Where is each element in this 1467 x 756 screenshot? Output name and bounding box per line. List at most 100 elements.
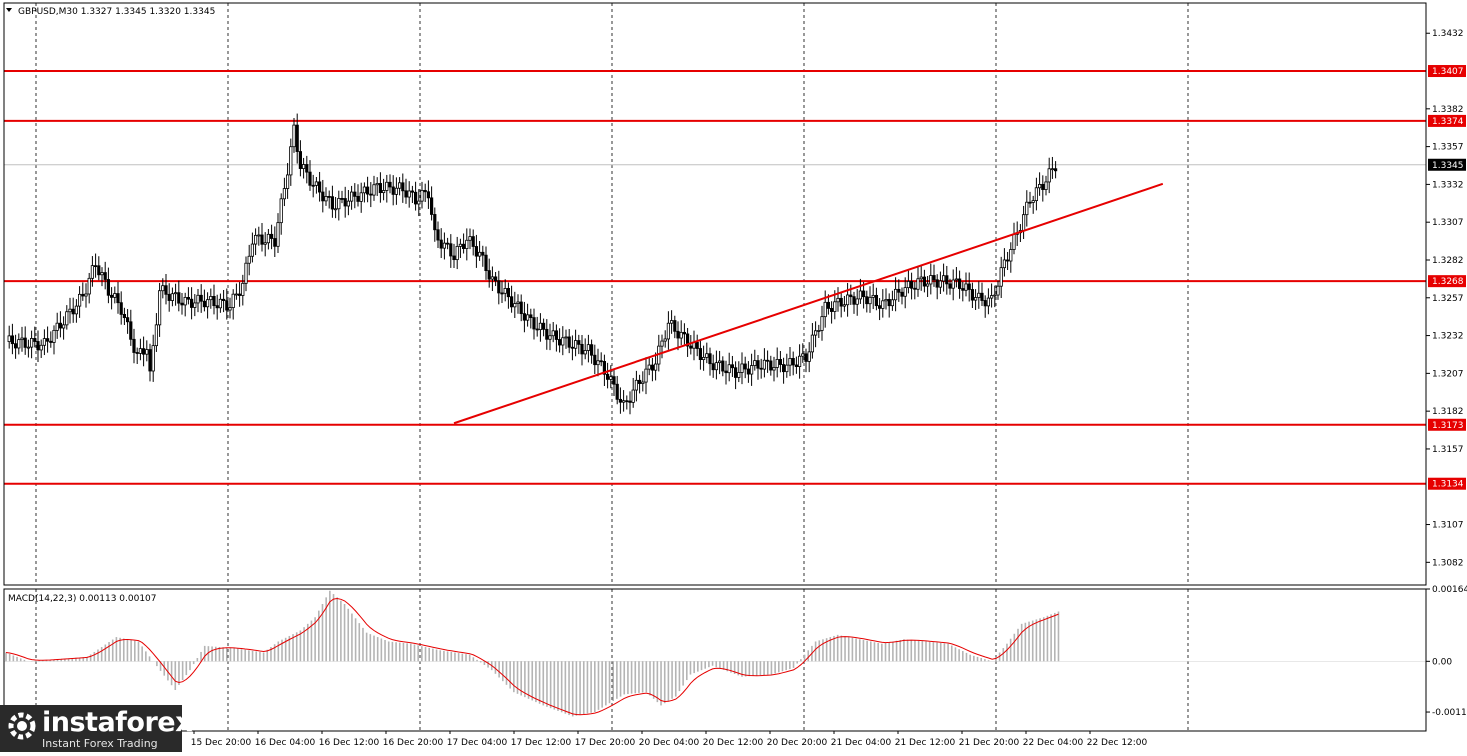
candle-body	[7, 335, 11, 343]
candle-body	[670, 320, 674, 324]
candle-body	[103, 272, 107, 280]
candle-body	[429, 197, 434, 215]
candle-body	[445, 242, 450, 245]
candle-body	[151, 345, 155, 372]
candle-body	[730, 364, 735, 369]
x-tick-label: 21 Dec 04:00	[831, 738, 892, 748]
candle-body	[737, 372, 741, 378]
candle-body	[814, 330, 818, 336]
y-tick-label: 1.3082	[1432, 558, 1464, 568]
candle-body	[65, 311, 69, 326]
candle-body	[1044, 181, 1048, 190]
candle-body	[839, 297, 843, 307]
candle-body	[378, 183, 383, 194]
candle-body	[273, 238, 277, 247]
candle-body	[526, 314, 530, 321]
candle-body	[340, 198, 344, 200]
candle-body	[628, 400, 632, 403]
candle-body	[596, 360, 600, 366]
candle-body	[119, 302, 123, 315]
candle-body	[282, 188, 287, 200]
candle-body	[1006, 259, 1010, 262]
candle-body	[519, 301, 523, 315]
y-tick-label: 1.3257	[1432, 294, 1464, 304]
candle-body	[372, 184, 376, 196]
candle-body	[1025, 201, 1029, 216]
candle-body	[497, 280, 501, 294]
candle-body	[394, 187, 399, 195]
candle-body	[513, 303, 517, 308]
candle-body	[913, 287, 917, 290]
candle-body	[455, 246, 459, 261]
candle-body	[1054, 168, 1058, 172]
candle-body	[673, 320, 677, 332]
candle-body	[129, 321, 133, 340]
candle-body	[919, 276, 923, 280]
candle-body	[590, 344, 594, 356]
level-badge-1	[1428, 114, 1466, 127]
candle-body	[615, 383, 619, 400]
candle-body	[74, 305, 78, 315]
candle-body	[807, 351, 811, 362]
candle-body	[170, 293, 174, 301]
candle-body	[791, 358, 795, 366]
macd-layer	[4, 590, 1426, 717]
trend-line	[453, 182, 1164, 425]
candle-body	[785, 364, 789, 373]
candle-body	[878, 305, 882, 309]
candle-body	[215, 305, 219, 309]
candle-body	[417, 200, 421, 205]
gear-logo-icon	[8, 712, 36, 740]
candle-body	[922, 276, 927, 287]
candle-body	[471, 236, 475, 247]
y-tick-label: 1.3282	[1432, 256, 1464, 266]
candle-body	[980, 292, 984, 301]
candle-body	[833, 301, 837, 312]
candle-body	[138, 348, 142, 354]
candle-body	[769, 360, 773, 371]
y-tick-label: 1.3382	[1432, 105, 1464, 115]
candle-body	[55, 322, 59, 331]
candle-body	[333, 208, 338, 211]
candle-body	[650, 364, 655, 371]
y-tick-label: 1.3332	[1432, 180, 1464, 190]
candle-body	[250, 243, 254, 257]
candle-body	[580, 343, 584, 355]
x-tick-label: 20 Dec 12:00	[703, 738, 764, 748]
candle-body	[961, 288, 965, 291]
candle-body	[711, 363, 715, 371]
candle-body	[487, 270, 491, 280]
candle-body	[173, 292, 178, 295]
candle-body	[94, 265, 98, 268]
candle-body	[874, 294, 879, 307]
candle-body	[1047, 168, 1051, 183]
candle-body	[612, 376, 616, 385]
candle-body	[167, 293, 171, 301]
candle-body	[161, 285, 165, 292]
axes-layer: 15 Dec 20:00 16 Dec 04:00 16 Dec 12:00 16 D…	[3, 2, 1467, 748]
candle-body	[734, 367, 738, 378]
candle-body	[551, 330, 555, 337]
header-menu-arrow-icon[interactable]	[6, 8, 12, 12]
candle-body	[87, 277, 91, 295]
candle-body	[46, 338, 50, 342]
candle-body	[317, 181, 322, 193]
candle-body	[33, 338, 37, 342]
candle-body	[900, 291, 904, 297]
candle-body	[858, 290, 863, 300]
x-tick-label: 21 Dec 20:00	[959, 738, 1020, 748]
candle-body	[954, 278, 959, 281]
candle-body	[538, 322, 543, 331]
candle-body	[506, 288, 511, 298]
candle-body	[727, 364, 731, 374]
candle-body	[676, 330, 680, 339]
y-tick-label: 1.3357	[1432, 143, 1464, 153]
macd-header: MACD(14,22,3) 0.00113 0.00107	[8, 594, 157, 604]
candle-body	[132, 338, 136, 353]
candle-body	[945, 275, 949, 285]
candle-body	[743, 363, 747, 370]
macd-y-tick-label: 0.00164	[1432, 585, 1467, 595]
candle-body	[234, 293, 238, 296]
